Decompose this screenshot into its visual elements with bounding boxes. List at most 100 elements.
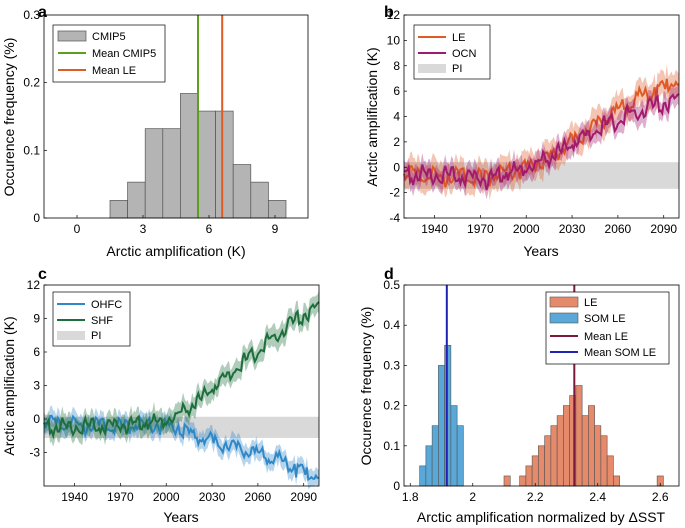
a-xtick-label: 0 xyxy=(74,222,81,236)
d-ytick-label: 0.5 xyxy=(383,278,400,292)
d-bar-le xyxy=(606,455,614,487)
panel-a: 0 3 6 9 0 0.1 0.2 0.3 Arctic amplification (K)… xyxy=(1,8,309,259)
d-xtick-label: 2 xyxy=(469,490,476,504)
d-ytick-label: 0.3 xyxy=(383,358,400,372)
panel-c-ylabel: Arctic amplification (K) xyxy=(1,316,17,455)
legend-label-mean-le: Mean LE xyxy=(92,65,136,77)
b-ytick-label: 10 xyxy=(387,33,401,47)
d-ytick-label: 0.4 xyxy=(383,318,400,332)
panel-d-legend: LE SOM LE Mean LE Mean SOM LE xyxy=(545,291,670,365)
legend-swatch-pi-c xyxy=(57,331,85,340)
b-xtick-label: 2060 xyxy=(605,222,632,236)
d-bar-le xyxy=(600,435,608,487)
panel-label-d: d xyxy=(384,266,394,283)
a-xtick-label: 9 xyxy=(272,222,279,236)
b-ytick-label: -4 xyxy=(389,211,400,225)
d-bar-le xyxy=(550,425,558,487)
b-ytick-label: 12 xyxy=(387,8,401,22)
d-bar-le xyxy=(563,405,570,487)
d-bar-le xyxy=(594,425,602,487)
legend-label-pi-b: PI xyxy=(452,63,462,75)
b-xtick-label: 2000 xyxy=(513,222,540,236)
d-bar-le xyxy=(588,405,595,487)
b-line-ocn xyxy=(403,93,680,191)
panel-a-legend: CMIP5 Mean CMIP5 Mean LE xyxy=(52,24,166,83)
d-bar-le xyxy=(503,475,511,487)
d-bar-le xyxy=(581,415,589,487)
panel-label-a: a xyxy=(38,4,47,21)
d-bar-le xyxy=(519,475,527,487)
cmip5-bar xyxy=(250,181,269,219)
b-line-le xyxy=(403,78,680,189)
legend-label-mean-le-d: Mean LE xyxy=(584,331,628,343)
cmip5-bar xyxy=(109,200,128,219)
d-bar-som-le xyxy=(438,365,445,487)
legend-label-le: LE xyxy=(452,32,465,44)
d-ytick-label: 0 xyxy=(393,479,400,493)
legend-swatch-pi-b xyxy=(418,64,446,73)
panel-label-b: b xyxy=(384,4,394,21)
c-xtick-label: 1940 xyxy=(61,490,88,504)
d-bar-le xyxy=(538,445,545,487)
legend-swatch-le-d xyxy=(549,296,579,308)
d-bar-som-le xyxy=(450,405,458,487)
a-ytick-label: 0.3 xyxy=(23,8,40,22)
cmip5-bar xyxy=(180,93,199,219)
d-bar-som-le xyxy=(456,425,464,487)
cmip5-bar xyxy=(215,110,234,219)
d-ytick-label: 0.2 xyxy=(383,399,400,413)
legend-label-le-d: LE xyxy=(584,297,597,309)
d-bar-som-le xyxy=(431,425,439,487)
c-ytick-label: 0 xyxy=(33,412,40,426)
a-xtick-label: 3 xyxy=(140,222,147,236)
panel-b-xlabel: Years xyxy=(523,243,558,259)
a-ytick-label: 0.2 xyxy=(23,76,40,90)
legend-label-shf: SHF xyxy=(91,315,113,327)
panel-b-axes-box xyxy=(403,14,680,219)
c-xtick-label: 2030 xyxy=(199,490,226,504)
d-bar-le xyxy=(613,475,620,487)
c-ytick-label: 3 xyxy=(33,379,40,393)
cmip5-bar xyxy=(127,181,146,219)
d-bar-le xyxy=(525,465,533,487)
panel-d-xlabel: Arctic amplification normalized by ΔSST xyxy=(417,509,666,525)
legend-label-pi-c: PI xyxy=(91,330,101,342)
legend-label-ocn: OCN xyxy=(452,48,477,60)
legend-label-som-le: SOM LE xyxy=(584,313,626,325)
legend-swatch-cmip5 xyxy=(57,30,87,42)
b-ytick-label: 6 xyxy=(393,84,400,98)
d-bar-le xyxy=(544,435,552,487)
b-ytick-label: 8 xyxy=(393,59,400,73)
cmip5-bar xyxy=(144,128,164,219)
c-ytick-label: 6 xyxy=(33,345,40,359)
a-ytick-label: 0.1 xyxy=(23,143,40,157)
b-ytick-label: 0 xyxy=(393,160,400,174)
c-xtick-label: 1970 xyxy=(107,490,134,504)
panel-label-c: c xyxy=(38,266,47,283)
panel-a-xlabel: Arctic amplification (K) xyxy=(106,243,245,259)
d-xtick-label: 2.6 xyxy=(652,490,669,504)
panel-a-axes-box xyxy=(43,14,309,219)
cmip5-bar xyxy=(162,128,181,219)
panel-d-axes-box xyxy=(403,284,680,487)
d-xtick-label: 2.2 xyxy=(527,490,544,504)
c-ytick-label: -3 xyxy=(29,446,40,460)
c-line-shf xyxy=(43,301,320,440)
d-xtick-label: 2.4 xyxy=(589,490,606,504)
d-bar-som-le xyxy=(419,465,427,487)
legend-label-ohfc: OHFC xyxy=(91,299,122,311)
b-ytick-label: -2 xyxy=(389,186,400,200)
c-line-ohfc xyxy=(43,414,320,482)
b-band-le xyxy=(404,63,679,201)
panel-c-legend: OHFC SHF PI xyxy=(52,291,131,347)
c-xtick-label: 2090 xyxy=(290,490,317,504)
panel-a-ylabel: Occurence frequency (%) xyxy=(1,38,17,197)
c-ytick-label: 12 xyxy=(27,278,41,292)
panel-d-ylabel: Occurence frequency (%) xyxy=(358,307,374,466)
c-xtick-label: 2000 xyxy=(153,490,180,504)
panel-d: 1.8 2 2.2 2.4 2.6 0 0.1 0.2 0.3 0.4 0.5 Arctic am… xyxy=(358,278,680,525)
a-ytick-label: 0 xyxy=(33,211,40,225)
d-xtick-label: 1.8 xyxy=(402,490,419,504)
